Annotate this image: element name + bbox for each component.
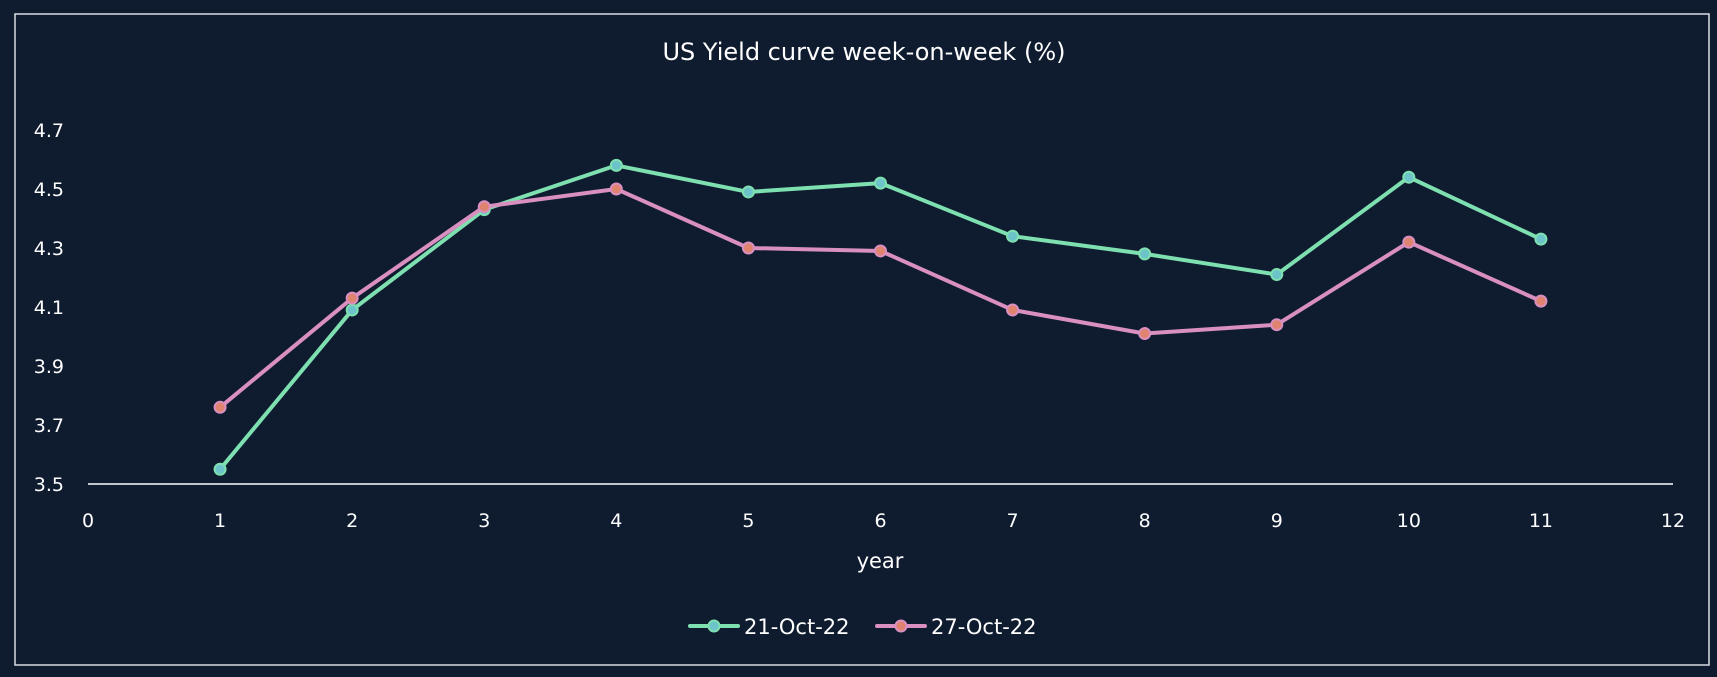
y-axis-ticks: 3.5 3.7 3.9 4.1 4.3 4.5 4.7 <box>34 120 64 496</box>
y-tick-label: 3.5 <box>34 474 64 496</box>
y-tick-label: 4.1 <box>34 297 64 319</box>
legend-marker-swatch <box>894 619 908 633</box>
data-point <box>1270 318 1284 332</box>
data-point <box>345 303 359 317</box>
data-point <box>741 241 755 255</box>
series-1 <box>213 158 1548 476</box>
x-tick-label: 10 <box>1397 510 1421 532</box>
series-2 <box>213 182 1548 414</box>
data-point <box>1006 229 1020 243</box>
x-tick-label: 8 <box>1139 510 1151 532</box>
x-tick-label: 11 <box>1529 510 1553 532</box>
x-tick-label: 6 <box>874 510 886 532</box>
x-tick-label: 4 <box>610 510 622 532</box>
legend: 21-Oct-22 27-Oct-22 <box>688 615 1037 639</box>
y-tick-label: 4.5 <box>34 179 64 201</box>
x-tick-label: 12 <box>1661 510 1685 532</box>
data-point <box>477 200 491 214</box>
data-point <box>741 185 755 199</box>
x-tick-label: 0 <box>82 510 94 532</box>
y-tick-label: 3.9 <box>34 356 64 378</box>
data-point <box>1138 247 1152 261</box>
x-tick-label: 7 <box>1007 510 1019 532</box>
x-tick-label: 3 <box>478 510 490 532</box>
data-point <box>1402 235 1416 249</box>
x-tick-label: 1 <box>214 510 226 532</box>
data-point <box>1402 170 1416 184</box>
data-point <box>1270 268 1284 282</box>
series-line <box>218 163 1543 472</box>
x-tick-label: 5 <box>742 510 754 532</box>
legend-label: 21-Oct-22 <box>744 615 850 639</box>
y-tick-label: 4.7 <box>34 120 64 142</box>
y-tick-label: 3.7 <box>34 415 64 437</box>
data-point <box>213 400 227 414</box>
legend-item: 21-Oct-22 <box>688 615 850 639</box>
data-point <box>874 176 887 190</box>
series-group <box>213 158 1548 476</box>
chart-border <box>14 13 1710 666</box>
legend-label: 27-Oct-22 <box>931 615 1037 639</box>
x-axis-label: year <box>857 549 904 573</box>
legend-item: 27-Oct-22 <box>875 615 1037 639</box>
data-point <box>609 158 623 172</box>
x-tick-label: 9 <box>1271 510 1283 532</box>
series-line <box>218 187 1543 410</box>
data-point <box>1006 303 1020 317</box>
chart-title: US Yield curve week-on-week (%) <box>662 38 1065 66</box>
x-tick-label: 2 <box>346 510 358 532</box>
y-tick-label: 4.3 <box>34 238 64 260</box>
legend-marker-swatch <box>707 619 721 633</box>
data-point <box>345 291 359 305</box>
data-point <box>1534 232 1548 246</box>
x-axis-ticks: 0 1 2 3 4 5 6 7 8 9 10 11 12 <box>82 510 1685 532</box>
data-point <box>609 182 623 196</box>
data-point <box>1534 294 1548 308</box>
data-point <box>213 462 227 476</box>
data-point <box>874 244 887 258</box>
data-point <box>1138 327 1152 341</box>
